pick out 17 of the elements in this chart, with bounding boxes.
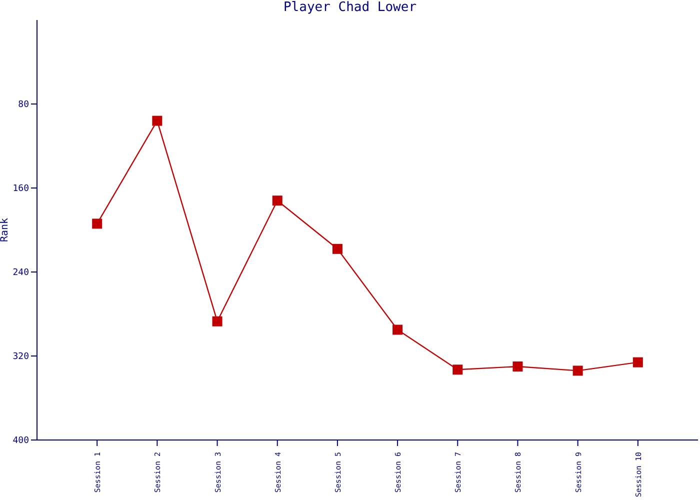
point [512,362,523,372]
point [152,116,162,126]
y-axis-title: Rank [0,218,11,242]
y-tick-label: 80 [18,100,29,110]
point [572,366,583,376]
point [92,218,102,229]
point [272,196,282,206]
point [212,316,222,326]
point [452,364,463,375]
y-tick-label: 320 [12,352,29,362]
y-tick-label: 160 [12,184,29,194]
point [332,244,342,254]
y-tick-label: 400 [12,436,29,446]
y-tick-label: 240 [12,268,29,278]
point [392,324,403,335]
chart-title: Player Chad Lower [282,0,418,15]
point [632,357,643,368]
